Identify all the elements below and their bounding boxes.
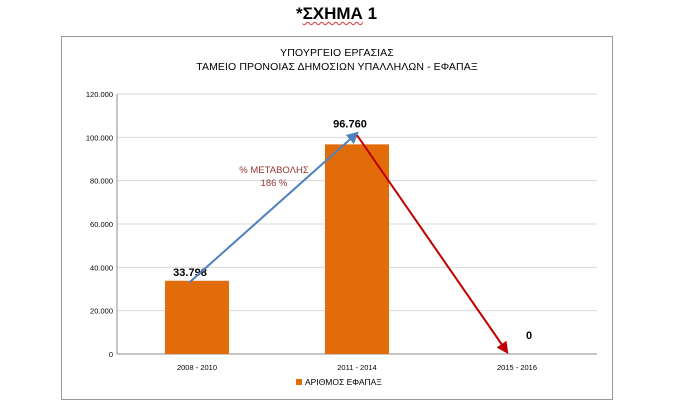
y-tick-label: 120.000 xyxy=(86,90,113,99)
chart-frame: ΥΠΟΥΡΓΕΙΟ ΕΡΓΑΣΙΑΣ ΤΑΜΕΙΟ ΠΡΟΝΟΙΑΣ ΔΗΜΟΣ… xyxy=(61,36,613,400)
y-tick-label: 100.000 xyxy=(86,133,113,142)
y-tick-label: 0 xyxy=(109,350,113,359)
annotation-line1: % ΜΕΤΑΒΟΛΗΣ xyxy=(239,165,309,176)
rise-arrow xyxy=(188,131,359,284)
bar xyxy=(165,280,229,354)
figure-title-number: 1 xyxy=(367,4,378,23)
x-tick-label: 2011 - 2014 xyxy=(337,363,376,372)
chart-plot: 0 20.000 40.000 60.000 80.000 100.000 120.000 3… xyxy=(86,90,597,372)
data-label: 96.760 xyxy=(333,118,367,130)
figure-title-word: ΣΧΗΜΑ xyxy=(302,4,363,23)
legend: ΑΡΙΘΜΟΣ ΕΦΑΠΑΞ xyxy=(296,377,382,387)
annotation-line2: 186 % xyxy=(261,178,288,189)
y-tick-label: 40.000 xyxy=(90,263,113,272)
figure-title: *ΣΧΗΜΑ 1 xyxy=(0,4,673,24)
figure-title-prefix: * xyxy=(295,4,303,23)
bar xyxy=(325,144,389,354)
x-tick-label: 2008 - 2010 xyxy=(177,363,217,372)
y-tick-label: 80.000 xyxy=(90,177,113,186)
data-label: 0 xyxy=(526,330,532,342)
data-label: 33.798 xyxy=(173,267,207,279)
legend-label: ΑΡΙΘΜΟΣ ΕΦΑΠΑΞ xyxy=(305,377,382,387)
chart-title-line2: ΤΑΜΕΙΟ ΠΡΟΝΟΙΑΣ ΔΗΜΟΣΙΩΝ ΥΠΑΛΛΗΛΩΝ - ΕΦΑ… xyxy=(196,61,478,73)
y-tick-label: 60.000 xyxy=(90,220,113,229)
fall-arrow xyxy=(356,134,509,354)
x-tick-label: 2015 - 2016 xyxy=(497,363,537,372)
chart-title-line1: ΥΠΟΥΡΓΕΙΟ ΕΡΓΑΣΙΑΣ xyxy=(280,47,394,59)
legend-swatch xyxy=(296,379,302,385)
y-tick-label: 20.000 xyxy=(90,307,113,316)
